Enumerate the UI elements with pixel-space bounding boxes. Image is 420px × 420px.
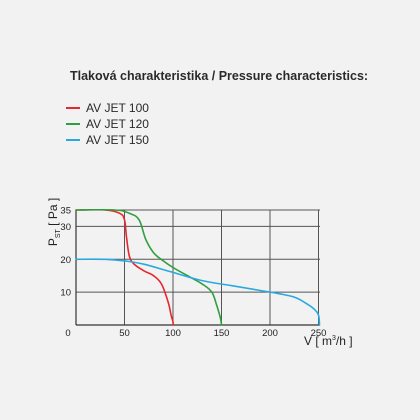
y-tick-label-35: 35 xyxy=(60,205,71,216)
y-tick-label-20: 20 xyxy=(60,255,71,266)
legend-label-av-jet-120: AV JET 120 xyxy=(86,116,149,131)
legend-swatch-av-jet-120 xyxy=(66,122,80,125)
x-tick-label-250: 250 xyxy=(311,328,327,339)
x-tick-label-100: 100 xyxy=(165,328,181,339)
legend-swatch-av-jet-100 xyxy=(66,106,80,109)
legend-item-av-jet-120: AV JET 120 xyxy=(66,116,149,131)
series-lines xyxy=(75,208,321,326)
series-line-av-jet-100 xyxy=(75,208,174,326)
legend-item-av-jet-100: AV JET 100 xyxy=(66,100,149,115)
x-tick-label-200: 200 xyxy=(262,328,278,339)
axis-labels: PST [ Pa ] V [ m3/h ] xyxy=(46,198,353,348)
legend-label-av-jet-100: AV JET 100 xyxy=(86,100,149,115)
series-line-av-jet-120 xyxy=(75,208,223,326)
grid-lines xyxy=(76,209,320,325)
chart-title: Tlaková charakteristika / Pressure chara… xyxy=(70,69,369,83)
axes xyxy=(75,210,320,326)
tick-labels: 0 50 100 150 200 250 10 20 30 35 xyxy=(60,205,326,339)
legend-item-av-jet-150: AV JET 150 xyxy=(66,132,149,147)
x-tick-label-0: 0 xyxy=(65,328,70,339)
x-axis-label: V [ m3/h ] xyxy=(304,334,353,348)
x-tick-label-50: 50 xyxy=(119,328,130,339)
y-axis-label: PST [ Pa ] xyxy=(46,198,62,246)
legend: AV JET 100 AV JET 120 AV JET 150 xyxy=(66,100,149,148)
legend-swatch-av-jet-150 xyxy=(66,138,80,141)
x-tick-label-150: 150 xyxy=(214,328,230,339)
series-line-av-jet-150 xyxy=(75,258,321,326)
y-tick-label-10: 10 xyxy=(60,288,71,299)
y-tick-label-30: 30 xyxy=(60,222,71,233)
legend-label-av-jet-150: AV JET 150 xyxy=(86,132,149,147)
